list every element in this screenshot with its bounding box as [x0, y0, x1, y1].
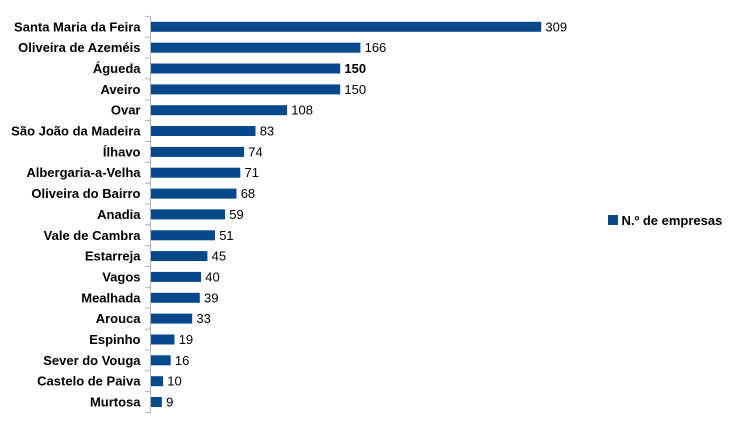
svg-text:150: 150: [344, 82, 366, 97]
svg-text:71: 71: [245, 165, 259, 180]
svg-text:N.º de empresas: N.º de empresas: [622, 213, 723, 228]
svg-text:166: 166: [365, 40, 387, 55]
svg-text:10: 10: [167, 374, 181, 389]
svg-text:Aveiro: Aveiro: [101, 82, 141, 97]
svg-text:Murtosa: Murtosa: [90, 395, 141, 410]
svg-text:150: 150: [344, 61, 366, 76]
svg-text:39: 39: [204, 290, 218, 305]
svg-text:16: 16: [175, 353, 189, 368]
svg-text:59: 59: [229, 207, 243, 222]
svg-text:68: 68: [241, 186, 255, 201]
svg-text:74: 74: [248, 144, 262, 159]
svg-text:309: 309: [545, 19, 567, 34]
svg-text:Vagos: Vagos: [102, 269, 140, 284]
svg-text:33: 33: [196, 311, 210, 326]
svg-text:Ovar: Ovar: [111, 103, 141, 118]
svg-text:83: 83: [260, 124, 274, 139]
svg-text:Ílhavo: Ílhavo: [103, 144, 141, 159]
svg-text:19: 19: [179, 332, 193, 347]
svg-text:Arouca: Arouca: [96, 311, 142, 326]
svg-text:Oliveira de Azeméis: Oliveira de Azeméis: [18, 40, 140, 55]
svg-text:45: 45: [212, 249, 226, 264]
svg-text:Oliveira do Bairro: Oliveira do Bairro: [31, 186, 140, 201]
svg-text:São João da Madeira: São João da Madeira: [11, 124, 141, 139]
svg-text:Castelo de Paiva: Castelo de Paiva: [37, 374, 141, 389]
svg-text:Albergaria-a-Velha: Albergaria-a-Velha: [26, 165, 141, 180]
svg-text:Espinho: Espinho: [89, 332, 140, 347]
svg-text:Sever do Vouga: Sever do Vouga: [43, 353, 141, 368]
svg-text:Anadia: Anadia: [97, 207, 141, 222]
svg-text:40: 40: [205, 269, 219, 284]
svg-text:Vale de Cambra: Vale de Cambra: [44, 228, 142, 243]
svg-text:51: 51: [219, 228, 233, 243]
svg-text:108: 108: [291, 103, 313, 118]
svg-text:Águeda: Águeda: [93, 61, 141, 76]
svg-text:Mealhada: Mealhada: [81, 290, 141, 305]
svg-text:Estarreja: Estarreja: [85, 249, 141, 264]
svg-text:9: 9: [166, 395, 173, 410]
svg-text:Santa Maria da Feira: Santa Maria da Feira: [14, 19, 141, 34]
